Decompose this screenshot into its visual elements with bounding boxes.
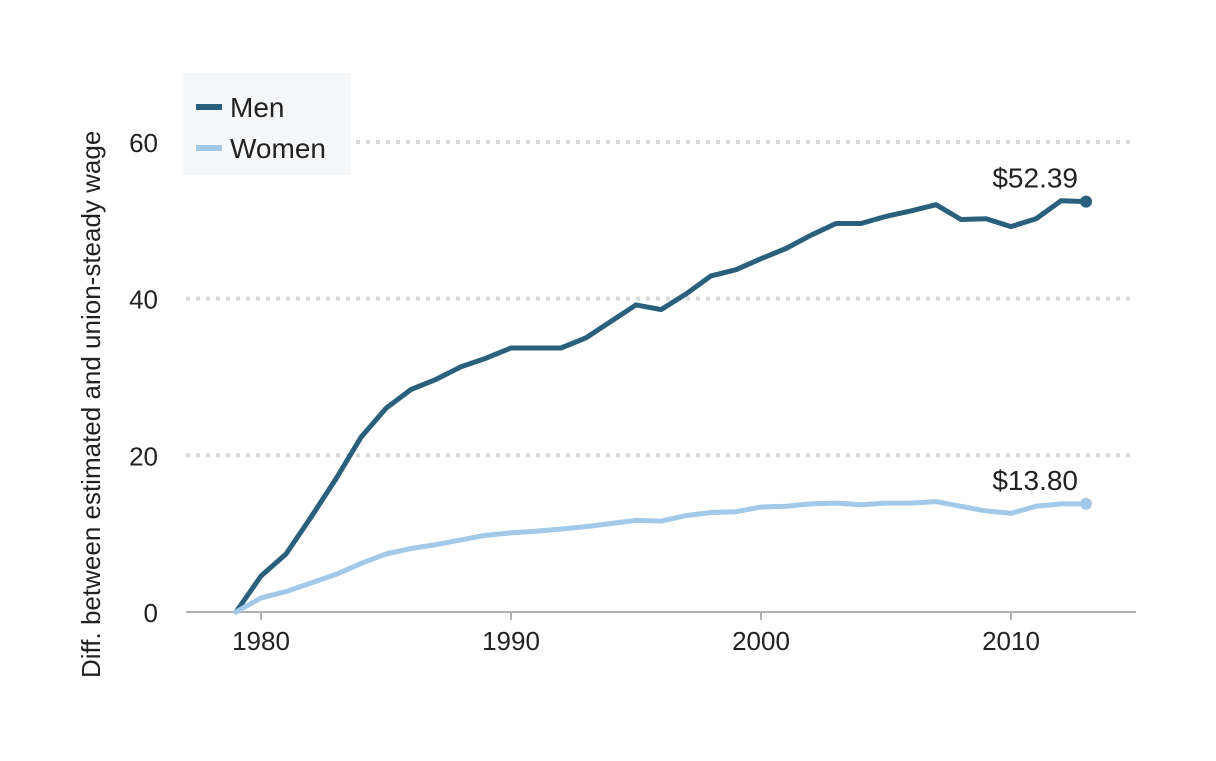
y-tick-label: 0 (144, 598, 158, 628)
x-tick-label: 1980 (232, 626, 290, 656)
y-axis-title: Diff. between estimated and union-steady… (76, 131, 106, 678)
legend-label-men: Men (230, 92, 284, 123)
x-tick-label: 2000 (732, 626, 790, 656)
x-tick-label: 1990 (482, 626, 540, 656)
end-point-women (1080, 497, 1092, 510)
y-axis-ticks: 0 20 40 60 (129, 128, 158, 628)
series-line-women (233, 499, 1089, 615)
y-tick-label: 40 (129, 285, 158, 315)
end-label-men: $52.39 (992, 163, 1078, 194)
series-lines (233, 195, 1092, 615)
end-point-men (1080, 195, 1092, 208)
legend: Men Women (183, 73, 351, 175)
y-tick-label: 60 (129, 128, 158, 158)
end-labels: $52.39 $13.80 (992, 163, 1078, 496)
x-axis-ticks: 1980 1990 2000 2010 (232, 612, 1040, 656)
series-line-men (233, 198, 1089, 615)
gridlines (186, 140, 1136, 458)
y-tick-label: 20 (129, 441, 158, 471)
legend-label-women: Women (230, 133, 326, 164)
legend-background (183, 73, 351, 175)
end-label-women: $13.80 (992, 465, 1078, 496)
x-tick-label: 2010 (982, 626, 1040, 656)
